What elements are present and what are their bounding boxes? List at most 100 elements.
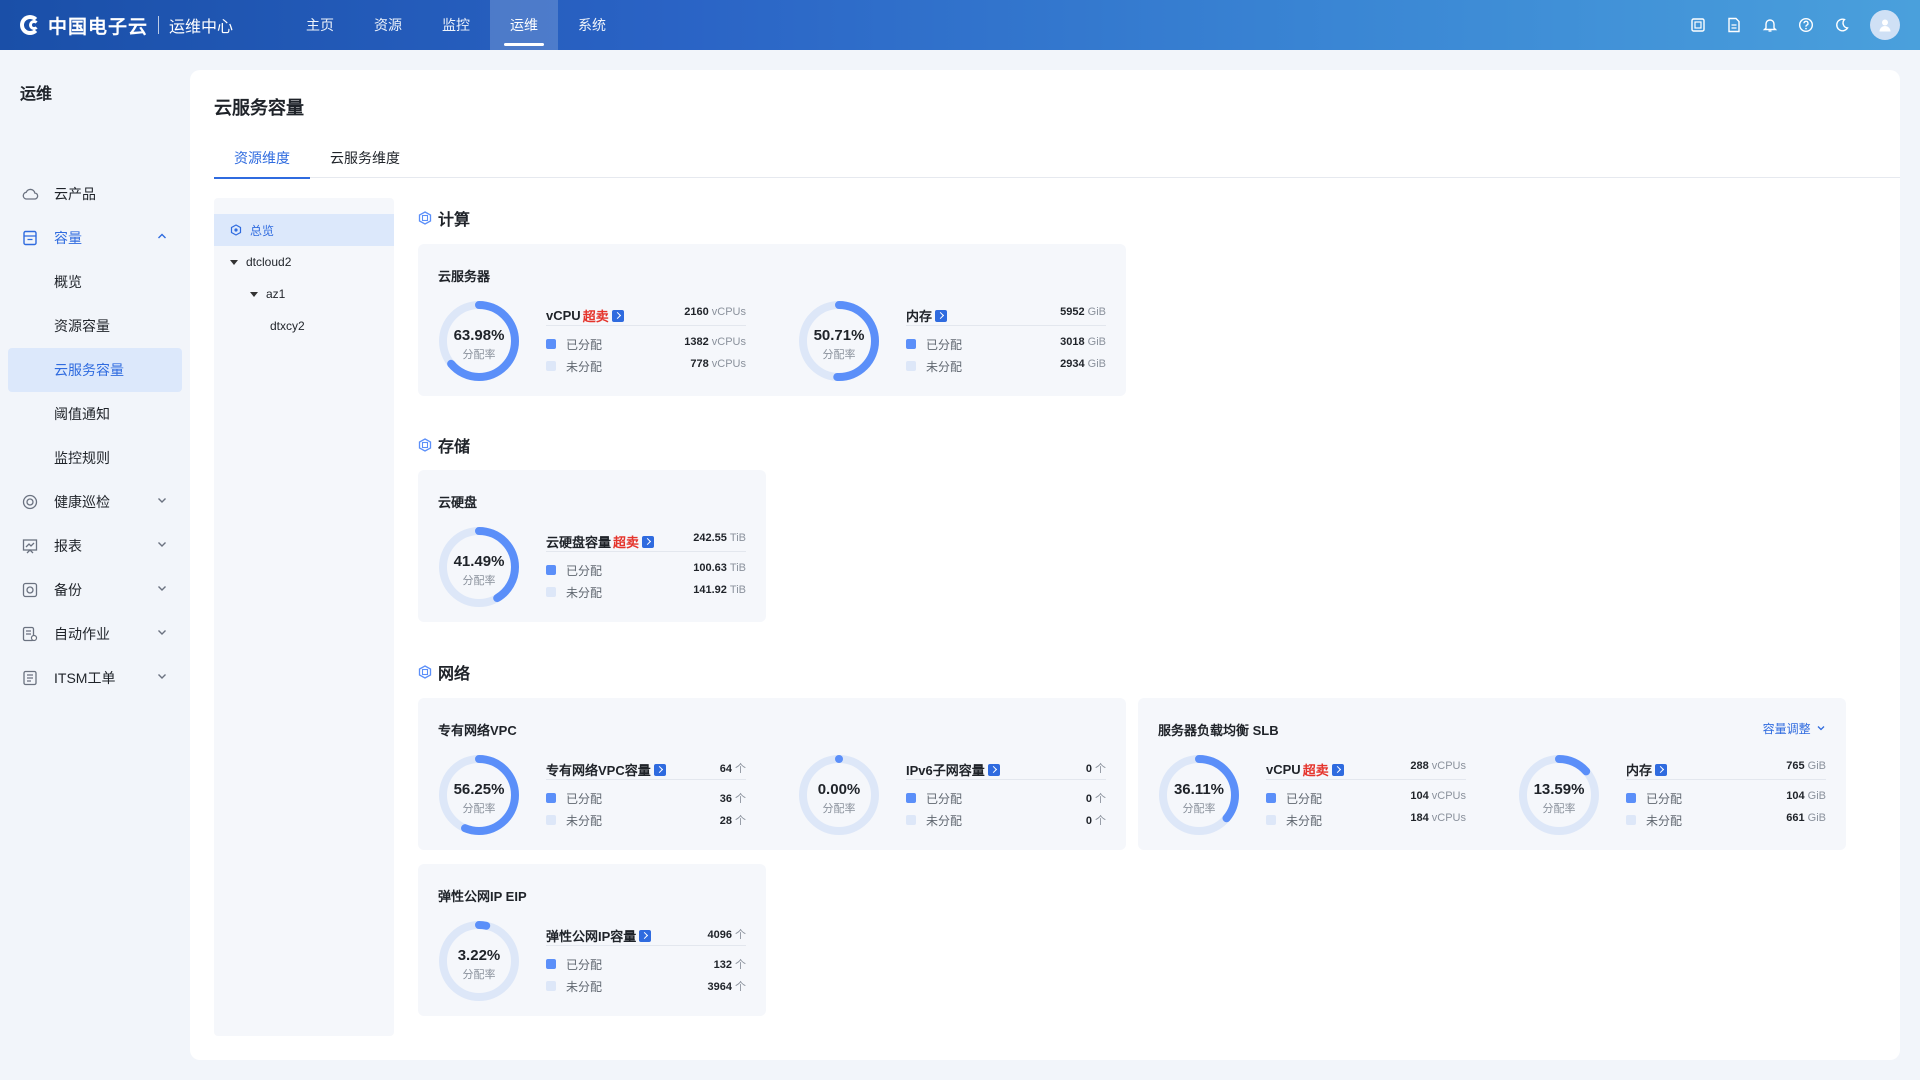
card-title: 专有网络VPC — [438, 723, 517, 738]
unit: 个 — [1095, 815, 1106, 827]
user-icon[interactable] — [1870, 10, 1900, 40]
ticket-icon — [20, 668, 40, 688]
metric-header: vCPU 超卖 288 vCPUs — [1266, 760, 1466, 780]
unallocated-value: 2934 — [1060, 358, 1085, 370]
sidebar-sub-overview[interactable]: 概览 — [54, 274, 82, 290]
caret-down-icon[interactable] — [230, 259, 238, 265]
moon-icon[interactable] — [1824, 0, 1860, 50]
total-value: 64 — [719, 763, 732, 775]
section-title: 存储 — [438, 439, 471, 456]
brand-divider — [158, 16, 160, 34]
nav-home[interactable]: 主页 — [306, 17, 334, 33]
unit: TiB — [729, 562, 746, 574]
unit: GiB — [1807, 812, 1826, 824]
sidebar-sub-monitor-rules[interactable]: 监控规则 — [54, 450, 110, 466]
sidebar-item-cloud-products[interactable]: 云产品 — [8, 172, 182, 216]
unallocated-label: 未分配 — [926, 814, 963, 828]
sidebar-item-backup[interactable]: 备份 — [8, 568, 182, 612]
health-icon — [20, 492, 40, 512]
allocation-ratio-label: 分配率 — [462, 969, 496, 981]
allocation-percent: 0.00% — [817, 781, 861, 798]
tab-service-dimension[interactable]: 云服务维度 — [330, 150, 400, 166]
unallocated-legend-swatch — [546, 587, 556, 597]
unallocated-value: 0 — [1085, 815, 1092, 827]
tree-node-overview[interactable]: 总览 — [214, 214, 394, 246]
allocated-row: 已分配 36 个 — [546, 788, 746, 808]
unit: 个 — [1095, 763, 1106, 775]
nav-monitor[interactable]: 监控 — [442, 17, 470, 33]
chevron-down-icon — [158, 498, 166, 503]
metric-name: IPv6子网容量 — [906, 763, 985, 778]
unallocated-legend-swatch — [906, 361, 916, 371]
sidebar-sub-resource-capacity[interactable]: 资源容量 — [54, 318, 110, 334]
detail-arrow-icon[interactable] — [642, 535, 655, 548]
screen-icon[interactable] — [1680, 0, 1716, 50]
allocation-ring — [799, 301, 879, 381]
allocated-label: 已分配 — [566, 564, 603, 578]
top-nav: 主页 资源 监控 运维 系统 — [286, 0, 626, 50]
metric-total: 2160 vCPUs — [684, 306, 746, 318]
unallocated-label: 未分配 — [926, 360, 963, 374]
nav-resources[interactable]: 资源 — [374, 17, 402, 33]
cloud-icon — [20, 184, 40, 204]
tree-node-dtcloud2[interactable]: dtcloud2 — [214, 246, 394, 278]
metric-name-wrap: 专有网络VPC容量 — [546, 760, 666, 779]
detail-arrow-icon[interactable] — [1331, 763, 1344, 776]
detail-arrow-icon[interactable] — [639, 929, 652, 942]
tree-node-dtxcy2[interactable]: dtxcy2 — [214, 310, 394, 342]
metric-header: 专有网络VPC容量 64 个 — [546, 760, 746, 780]
metric-vpc-capacity: 56.25% 分配率 专有网络VPC容量 64 个 已分配 36 个 未分配 28 个 — [438, 754, 778, 836]
detail-arrow-icon[interactable] — [987, 763, 1000, 776]
sidebar-item-itsm[interactable]: ITSM工单 — [8, 656, 182, 700]
unallocated-row: 未分配 184 vCPUs — [1266, 810, 1466, 830]
sidebar-item-reports[interactable]: 报表 — [8, 524, 182, 568]
top-icon-group — [1680, 0, 1900, 50]
metric-name-wrap: 内存 — [906, 306, 948, 325]
allocation-ratio-label: 分配率 — [462, 575, 496, 587]
detail-arrow-icon[interactable] — [935, 309, 948, 322]
link-label: 容量调整 — [1762, 722, 1811, 736]
card-title: 弹性公网IP EIP — [438, 889, 527, 904]
sidebar-item-health-check[interactable]: 健康巡检 — [8, 480, 182, 524]
unallocated-value-wrap: 3964 个 — [708, 978, 746, 994]
allocation-ring — [439, 755, 519, 835]
metric-header: 内存 5952 GiB — [906, 306, 1106, 326]
allocated-row: 已分配 104 GiB — [1626, 788, 1826, 808]
tree-node-az1[interactable]: az1 — [214, 278, 394, 310]
allocated-value: 132 — [713, 959, 732, 971]
sidebar-sub-cloud-service-capacity[interactable]: 云服务容量 — [8, 348, 182, 392]
document-icon[interactable] — [1716, 0, 1752, 50]
tree-node-label: dtxcy2 — [270, 319, 305, 333]
allocation-ratio-label: 分配率 — [462, 803, 496, 815]
nav-system[interactable]: 系统 — [578, 17, 606, 33]
brand-logo[interactable]: 中国电子云 运维中心 — [20, 13, 233, 38]
metric-memory: 50.71% 分配率 内存 5952 GiB 已分配 3018 GiB 未分配 29… — [798, 300, 1138, 382]
allocation-ring-fill — [439, 527, 519, 607]
sidebar-item-capacity[interactable]: 容量 — [8, 216, 182, 260]
detail-arrow-icon[interactable] — [611, 309, 624, 322]
detail-arrow-icon[interactable] — [653, 763, 666, 776]
unallocated-value-wrap: 28 个 — [720, 812, 746, 828]
sidebar-item-automation[interactable]: 自动作业 — [8, 612, 182, 656]
unallocated-value: 661 — [1786, 812, 1805, 824]
caret-down-icon[interactable] — [250, 291, 258, 297]
capacity-adjust-link[interactable]: 容量调整 — [1763, 720, 1826, 737]
nav-ops[interactable]: 运维 — [490, 0, 558, 50]
section-title: 计算 — [438, 212, 471, 229]
total-value: 5952 — [1060, 306, 1085, 318]
allocation-ratio-label: 分配率 — [1542, 803, 1576, 815]
sidebar-sub-threshold-notice[interactable]: 阈值通知 — [54, 406, 110, 422]
allocated-label: 已分配 — [926, 338, 963, 352]
bell-icon[interactable] — [1752, 0, 1788, 50]
unallocated-value: 28 — [719, 815, 732, 827]
allocated-value: 1382 — [684, 336, 709, 348]
sidebar-item-label: ITSM工单 — [54, 670, 116, 686]
tab-resource-dimension[interactable]: 资源维度 — [214, 146, 310, 179]
help-icon[interactable] — [1788, 0, 1824, 50]
detail-arrow-icon[interactable] — [1655, 763, 1668, 776]
unallocated-legend-swatch — [546, 815, 556, 825]
unallocated-value-wrap: 661 GiB — [1786, 812, 1826, 824]
allocation-ring — [1159, 755, 1239, 835]
allocation-ring-fill — [799, 301, 879, 381]
